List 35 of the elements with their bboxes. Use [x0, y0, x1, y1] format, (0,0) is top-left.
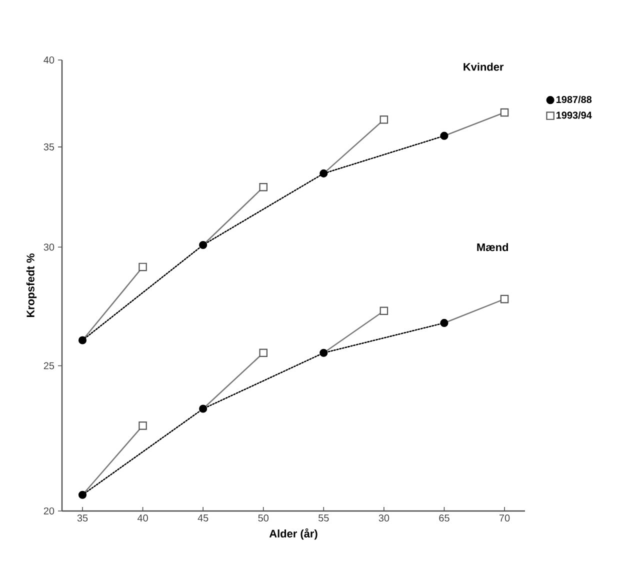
y-tick-label: 25 [44, 362, 54, 370]
x-tick-label: 65 [439, 514, 450, 522]
y-axis-title: Kropsfedt % [26, 254, 37, 318]
point [259, 348, 268, 358]
point [380, 306, 388, 316]
legend-label: 1993/94 [556, 111, 592, 119]
point [380, 116, 388, 124]
y-tick-label: 20 [44, 507, 54, 514]
x-tick-label: 70 [499, 514, 510, 522]
y-tick-label: 30 [44, 244, 54, 251]
x-tick-label: 30 [378, 514, 390, 522]
point [440, 318, 448, 327]
annotation: Mænd [477, 243, 508, 252]
y-tick-label: 40 [44, 56, 54, 64]
point [500, 108, 509, 117]
point [259, 183, 268, 192]
point [199, 240, 208, 250]
point [78, 336, 87, 344]
point [320, 348, 328, 357]
x-axis-title: Alder (år) [269, 528, 318, 540]
point [440, 132, 448, 140]
x-tick-label: 40 [137, 514, 148, 522]
y-tick-label: 35 [44, 143, 54, 150]
x-tick-label: 35 [77, 514, 88, 522]
point [199, 404, 208, 413]
point [138, 262, 147, 272]
annotation: Kvinder [464, 62, 504, 71]
x-tick-label: 50 [258, 514, 269, 522]
x-tick-label: 45 [198, 514, 208, 522]
point [78, 490, 87, 499]
legend-label: 1987/88 [556, 96, 592, 104]
point [500, 294, 509, 304]
x-tick-label: 55 [318, 514, 329, 522]
point [320, 169, 328, 178]
point [138, 422, 147, 430]
